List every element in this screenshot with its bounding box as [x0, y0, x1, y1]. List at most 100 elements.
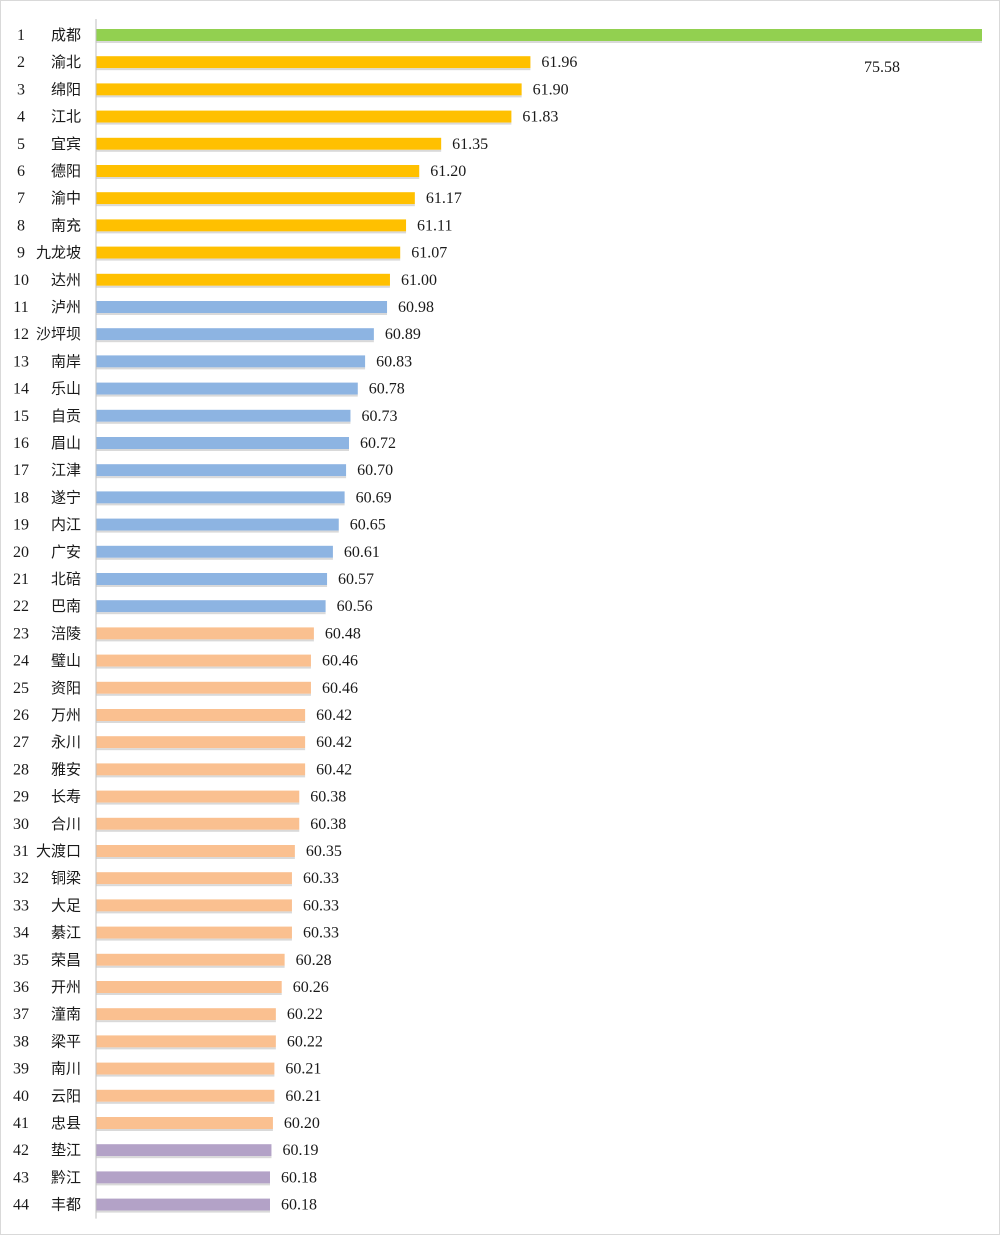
rank-label: 42	[13, 1142, 29, 1159]
data-label: 61.00	[401, 272, 437, 289]
data-label: 60.57	[338, 571, 374, 588]
category-label: 丰都	[51, 1196, 81, 1214]
bar-shadow-6	[96, 177, 420, 179]
bar-shadow-7	[96, 204, 415, 207]
rank-label: 37	[13, 1006, 29, 1023]
category-label: 内江	[51, 516, 81, 534]
rank-label: 26	[13, 707, 29, 724]
category-label: 渝北	[51, 53, 81, 71]
rank-label: 40	[13, 1088, 29, 1105]
category-label: 雅安	[51, 760, 81, 778]
bar-17	[96, 464, 347, 477]
rank-label: 13	[13, 353, 29, 370]
bar-shadow-36	[96, 993, 282, 995]
bar-2	[96, 56, 531, 69]
rank-label: 24	[13, 653, 29, 670]
rank-label: 22	[13, 598, 29, 615]
rank-label: 30	[13, 816, 29, 833]
data-label: 61.17	[426, 190, 462, 207]
rank-label: 10	[13, 272, 29, 289]
bar-35	[96, 953, 285, 966]
bar-32	[96, 872, 292, 885]
bar-shadow-23	[96, 639, 314, 642]
bar-28	[96, 763, 306, 776]
bar-shadow-15	[96, 421, 351, 424]
bar-shadow-8	[96, 231, 407, 234]
bar-shadow-22	[96, 612, 326, 615]
bar-shadow-40	[96, 1101, 275, 1104]
rank-label: 14	[13, 381, 29, 398]
rank-label: 28	[13, 761, 29, 778]
data-label: 60.22	[287, 1033, 323, 1050]
data-label: 75.58	[864, 59, 900, 76]
labels-layer: 1 成都 75.58 2 渝北 61.96 3 绵阳 61.90 4 江北 61.83 5 宜宾 61.35…	[13, 26, 900, 1214]
bar-shadow-29	[96, 802, 300, 805]
data-label: 61.90	[533, 81, 569, 98]
rank-label: 16	[13, 435, 29, 452]
bar-31	[96, 845, 295, 857]
bar-11	[96, 301, 388, 313]
category-label: 绵阳	[51, 80, 81, 98]
bar-39	[96, 1062, 275, 1075]
category-label: 宜宾	[51, 135, 81, 153]
category-label: 黔江	[51, 1168, 81, 1186]
category-label: 北碚	[51, 570, 81, 588]
category-label: 渝中	[51, 189, 81, 207]
bar-shadow-30	[96, 829, 300, 832]
bar-27	[96, 736, 306, 749]
data-label: 60.42	[316, 761, 352, 778]
category-label: 南充	[51, 216, 81, 234]
bar-shadow-2	[96, 68, 531, 71]
rank-label: 33	[13, 897, 29, 914]
data-label: 61.83	[522, 109, 558, 126]
bar-shadow-44	[96, 1210, 270, 1213]
data-label: 60.26	[293, 979, 329, 996]
category-label: 开州	[51, 978, 81, 996]
category-label: 九龙坡	[36, 244, 81, 262]
category-label: 江北	[51, 108, 81, 126]
rank-label: 8	[17, 217, 25, 234]
bar-shadow-14	[96, 394, 358, 397]
bar-shadow-18	[96, 503, 345, 506]
bar-23	[96, 627, 314, 640]
data-label: 61.96	[541, 54, 577, 71]
category-label: 合川	[51, 815, 81, 833]
bar-shadow-11	[96, 313, 388, 315]
bar-shadow-26	[96, 721, 306, 723]
rank-label: 18	[13, 489, 29, 506]
data-label: 60.61	[344, 544, 380, 561]
category-label: 梁平	[51, 1032, 81, 1050]
rank-label: 6	[17, 163, 25, 180]
data-label: 60.72	[360, 435, 396, 452]
bar-9	[96, 246, 401, 259]
data-label: 60.33	[303, 925, 339, 942]
rank-label: 1	[17, 27, 25, 44]
category-label: 德阳	[51, 162, 81, 180]
category-label: 成都	[51, 26, 81, 44]
bar-41	[96, 1117, 273, 1129]
rank-label: 4	[17, 109, 25, 126]
rank-label: 36	[13, 979, 29, 996]
data-label: 60.83	[376, 353, 412, 370]
data-label: 60.18	[281, 1169, 317, 1186]
data-label: 60.56	[337, 598, 373, 615]
category-label: 广安	[51, 543, 81, 561]
rank-label: 35	[13, 952, 29, 969]
data-label: 60.46	[322, 653, 358, 670]
bar-8	[96, 219, 407, 232]
data-label: 60.69	[356, 489, 392, 506]
category-label: 沙坪坝	[36, 325, 81, 343]
bar-shadow-13	[96, 367, 366, 370]
rank-label: 7	[17, 190, 25, 207]
bar-shadow-3	[96, 95, 522, 98]
rank-label: 23	[13, 625, 29, 642]
category-label: 长寿	[51, 788, 81, 806]
bar-44	[96, 1198, 270, 1211]
bar-26	[96, 709, 306, 721]
bar-1	[96, 29, 982, 41]
rank-label: 2	[17, 54, 25, 71]
bar-15	[96, 409, 351, 422]
rank-label: 11	[13, 299, 28, 316]
bar-shadow-12	[96, 340, 374, 343]
bar-shadow-39	[96, 1074, 275, 1077]
